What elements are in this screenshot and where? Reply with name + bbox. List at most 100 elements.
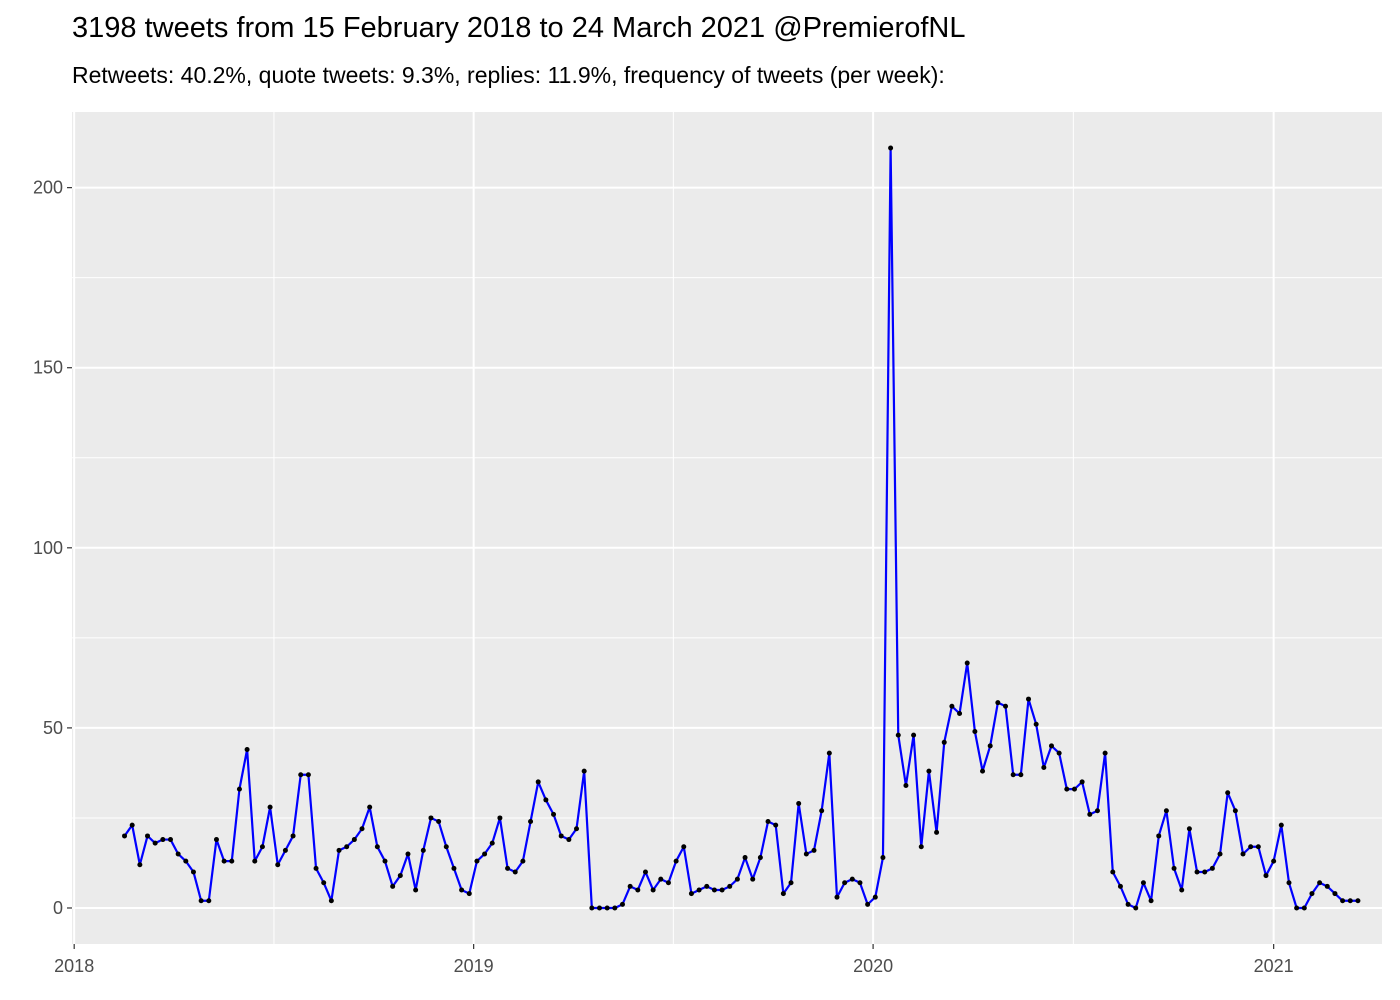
data-point [696, 887, 702, 893]
y-tick-label: 0 [53, 898, 63, 918]
data-point [145, 833, 151, 839]
chart-title: 3198 tweets from 15 February 2018 to 24 … [72, 12, 966, 44]
data-point [1087, 811, 1093, 817]
data-point [581, 768, 587, 774]
data-point [964, 660, 970, 666]
data-point [367, 804, 373, 810]
data-point [290, 833, 296, 839]
data-point [1232, 808, 1238, 814]
data-point [1140, 880, 1146, 886]
data-point [221, 858, 227, 864]
data-point [803, 851, 809, 857]
data-point [405, 851, 411, 857]
data-point [1133, 905, 1139, 911]
data-point [957, 710, 963, 716]
data-point [267, 804, 273, 810]
data-point [1332, 891, 1338, 897]
data-point [849, 876, 855, 882]
data-point [512, 869, 518, 875]
data-point [765, 819, 771, 825]
data-point [1179, 887, 1185, 893]
data-point [190, 869, 196, 875]
data-point [1240, 851, 1246, 857]
data-point [727, 883, 733, 889]
data-point [1209, 865, 1215, 871]
data-point [305, 772, 311, 778]
data-point [1003, 703, 1009, 709]
data-point [1094, 808, 1100, 814]
data-point [374, 844, 380, 850]
y-tick-label: 50 [43, 718, 63, 738]
data-point [152, 840, 158, 846]
data-point [842, 880, 848, 886]
data-point [282, 847, 288, 853]
data-point [1071, 786, 1077, 792]
data-point [750, 876, 756, 882]
data-point [459, 887, 465, 893]
data-point [474, 858, 480, 864]
data-point [1263, 873, 1269, 879]
data-point [811, 847, 817, 853]
data-point [236, 786, 242, 792]
data-point [757, 855, 763, 861]
data-point [252, 858, 258, 864]
chart-subtitle: Retweets: 40.2%, quote tweets: 9.3%, rep… [72, 62, 945, 88]
data-point [918, 844, 924, 850]
data-point [1026, 696, 1032, 702]
data-point [895, 732, 901, 738]
data-point [589, 905, 595, 911]
data-point [681, 844, 687, 850]
data-point [1148, 898, 1154, 904]
x-tick-label: 2021 [1254, 956, 1294, 976]
data-point [934, 829, 940, 835]
data-point [137, 862, 143, 868]
data-point [1156, 833, 1162, 839]
x-tick-label: 2018 [54, 956, 94, 976]
data-point [1018, 772, 1024, 778]
data-point [658, 876, 664, 882]
data-point [1010, 772, 1016, 778]
data-point [160, 837, 166, 843]
data-point [420, 847, 426, 853]
data-point [466, 891, 472, 897]
data-point [413, 887, 419, 893]
y-tick-label: 100 [33, 538, 63, 558]
data-point [275, 862, 281, 868]
x-axis-tick-labels: 2018 2019 2020 2021 [54, 956, 1294, 976]
x-tick-label: 2019 [454, 956, 494, 976]
data-point [857, 880, 863, 886]
series-layer [123, 146, 1358, 910]
data-point [980, 768, 986, 774]
data-point [865, 901, 871, 907]
data-point [336, 847, 342, 853]
data-point [788, 880, 794, 886]
plot-panel [72, 112, 1382, 944]
data-point [711, 887, 717, 893]
data-point [1102, 750, 1108, 756]
data-point [604, 905, 610, 911]
data-point [987, 743, 993, 749]
data-point [597, 905, 602, 911]
data-point [1171, 865, 1177, 871]
data-point [612, 905, 618, 911]
data-point [482, 851, 488, 857]
data-point [1286, 880, 1292, 886]
data-point [558, 833, 564, 839]
data-point [1163, 808, 1169, 814]
data-point [911, 732, 917, 738]
data-point [1301, 905, 1307, 911]
data-point [1110, 869, 1116, 875]
data-point [949, 703, 955, 709]
data-point [535, 779, 541, 785]
data-point [206, 898, 212, 904]
points-layer [122, 145, 1361, 911]
data-point [1194, 869, 1200, 875]
data-point [1033, 721, 1039, 727]
data-point [451, 865, 457, 871]
data-point [888, 145, 894, 151]
data-point [428, 815, 434, 821]
data-point [1048, 743, 1054, 749]
data-point [259, 844, 265, 850]
data-point [880, 855, 886, 861]
